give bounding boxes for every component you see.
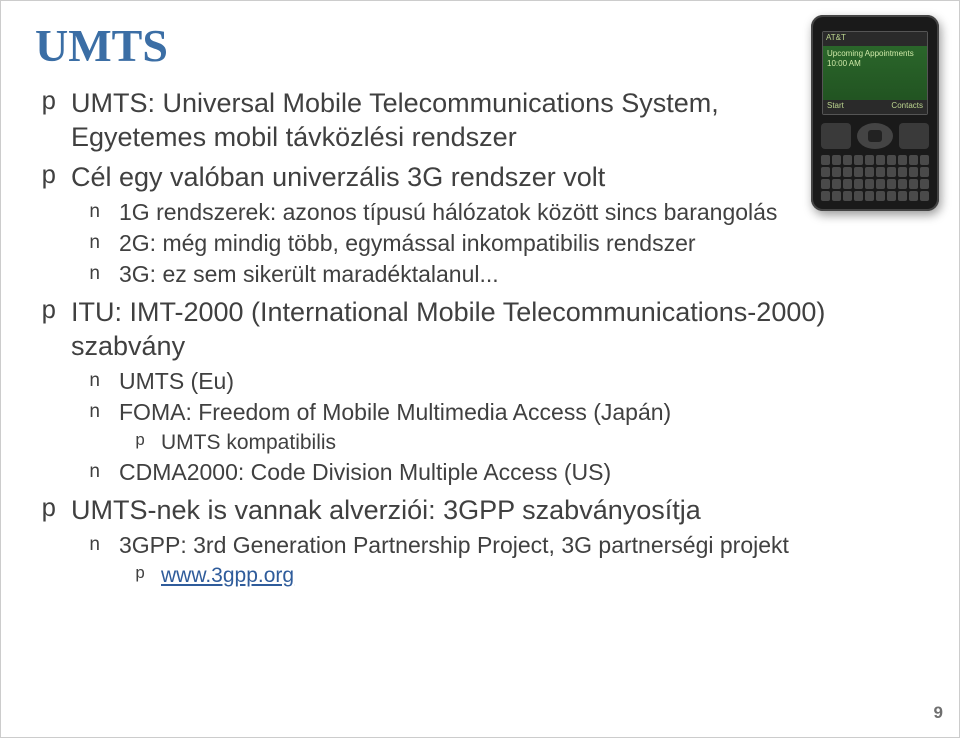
page-number: 9 [934,703,943,723]
phone-soft-right: Contacts [891,101,923,113]
phone-key [865,167,874,177]
phone-key [909,191,918,201]
bullet-text: UMTS: Universal Mobile Telecommunication… [71,86,751,154]
bullet-text: 3GPP: 3rd Generation Partnership Project… [119,531,925,560]
phone-key [876,191,885,201]
phone-status-bar: AT&T [823,32,927,46]
phone-keypad [821,123,929,201]
phone-home: Upcoming Appointments 10:00 AM [823,46,927,100]
phone-softkeys: Start Contacts [823,100,927,114]
phone-key [843,191,852,201]
bullet-glyph: p [135,429,161,455]
phone-key [887,191,896,201]
bullet-sublist: n1G rendszerek: azonos típusú hálózatok … [89,198,925,289]
phone-key [854,191,863,201]
bullet-glyph: n [89,229,119,257]
phone-key [821,167,830,177]
phone-nav-button [899,123,929,149]
phone-key [920,155,929,165]
bullet-text: ITU: IMT-2000 (International Mobile Tele… [71,295,925,363]
phone-key [876,155,885,165]
phone-key [876,179,885,189]
bullet-glyph: p [35,86,71,118]
slide-title: UMTS [35,19,925,72]
phone-key [898,191,907,201]
phone-key [821,179,830,189]
phone-screen: AT&T Upcoming Appointments 10:00 AM Star… [822,31,928,115]
bullet-text: FOMA: Freedom of Mobile Multimedia Acces… [119,398,925,427]
phone-image: AT&T Upcoming Appointments 10:00 AM Star… [811,15,939,211]
bullet-glyph: n [89,260,119,288]
bullet-glyph: n [89,198,119,226]
phone-key [832,191,841,201]
phone-key [843,155,852,165]
bullet-list: pUMTS: Universal Mobile Telecommunicatio… [35,86,925,589]
bullet-glyph: n [89,458,119,486]
phone-key [854,167,863,177]
bullet-sublist: nUMTS (Eu)nFOMA: Freedom of Mobile Multi… [89,367,925,487]
bullet-glyph: p [135,562,161,588]
bullet-glyph: p [35,295,71,327]
bullet-text: 1G rendszerek: azonos típusú hálózatok k… [119,198,925,227]
phone-key [909,179,918,189]
phone-key [865,179,874,189]
phone-key [821,191,830,201]
phone-key [920,167,929,177]
phone-key [909,155,918,165]
phone-key [887,179,896,189]
phone-home-line1: Upcoming Appointments [827,49,923,59]
bullet-text: 2G: még mindig több, egymással inkompati… [119,229,925,258]
phone-key [854,179,863,189]
phone-key [898,167,907,177]
bullet-glyph: n [89,398,119,426]
phone-key [843,167,852,177]
phone-soft-left: Start [827,101,844,113]
bullet-text: Cél egy valóban univerzális 3G rendszer … [71,160,751,194]
bullet-sublist: n3GPP: 3rd Generation Partnership Projec… [89,531,925,589]
bullet-text: UMTS-nek is vannak alverziói: 3GPP szabv… [71,493,925,527]
phone-key [821,155,830,165]
phone-key [887,167,896,177]
phone-key [843,179,852,189]
phone-key [832,179,841,189]
bullet-glyph: p [35,160,71,192]
bullet-text: CDMA2000: Code Division Multiple Access … [119,458,925,487]
phone-dpad [857,123,893,149]
phone-key [876,167,885,177]
phone-nav-button [821,123,851,149]
phone-qwerty [821,155,929,201]
bullet-text: www.3gpp.org [161,562,925,589]
bullet-text: UMTS kompatibilis [161,429,925,456]
phone-key [832,155,841,165]
phone-key [909,167,918,177]
phone-key [832,167,841,177]
phone-key [887,155,896,165]
phone-key [854,155,863,165]
bullet-glyph: n [89,367,119,395]
phone-key [865,191,874,201]
phone-key [920,191,929,201]
phone-key [898,179,907,189]
bullet-text: 3G: ez sem sikerült maradéktalanul... [119,260,925,289]
bullet-glyph: p [35,493,71,525]
bullet-sublist: pwww.3gpp.org [135,562,925,589]
phone-key [865,155,874,165]
bullet-glyph: n [89,531,119,559]
bullet-text: UMTS (Eu) [119,367,925,396]
phone-key [920,179,929,189]
external-link[interactable]: www.3gpp.org [161,564,294,587]
phone-home-line2: 10:00 AM [827,59,923,69]
phone-key [898,155,907,165]
bullet-sublist: pUMTS kompatibilis [135,429,925,456]
